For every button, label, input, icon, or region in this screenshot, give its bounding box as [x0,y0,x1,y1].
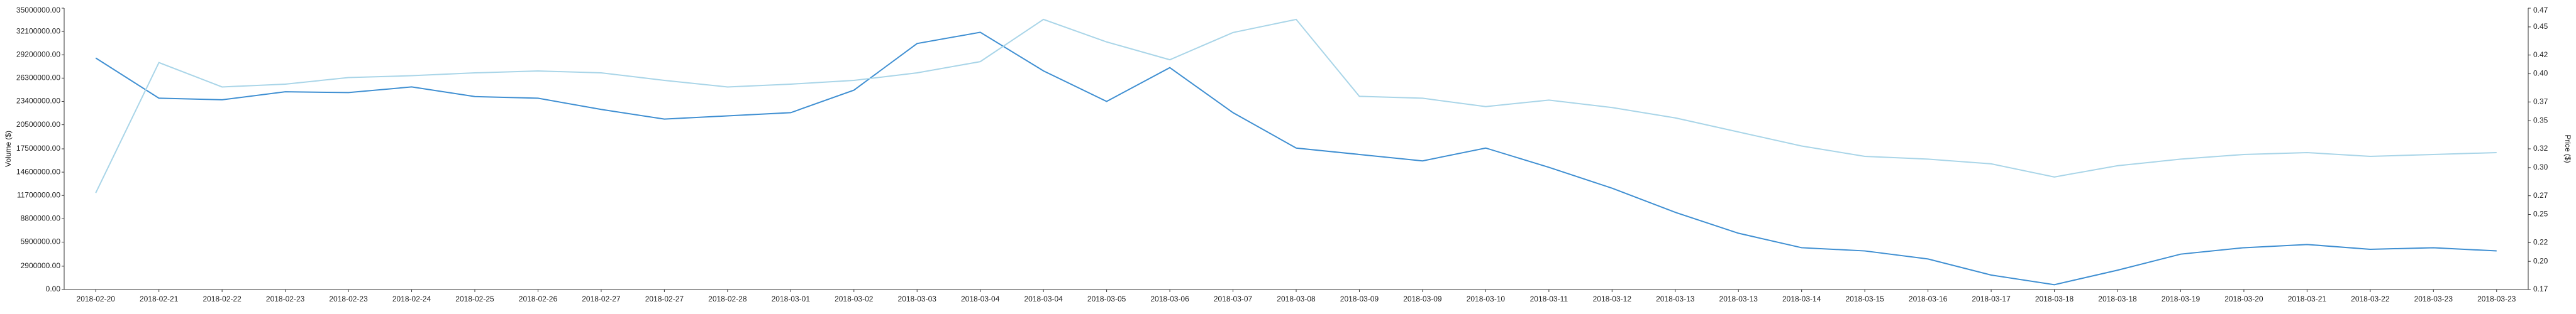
y2-tick-label: 0.37 [2533,97,2548,106]
x-tick-label: 2018-02-23 [329,295,368,303]
y-tick-label: 20500000.00 [16,120,60,129]
y-tick-label: 14600000.00 [16,167,60,176]
y-tick-label: 5900000.00 [21,237,61,246]
y2-axis-label: Price ($) [2563,134,2572,163]
x-tick-label: 2018-03-08 [1277,295,1316,303]
x-tick-label: 2018-03-23 [2477,295,2516,303]
y-tick-label: 23400000.00 [16,97,60,106]
y2-tick-label: 0.35 [2533,116,2548,124]
y2-tick-label: 0.40 [2533,69,2548,78]
x-tick-label: 2018-03-14 [1782,295,1821,303]
x-tick-label: 2018-03-03 [898,295,937,303]
x-tick-label: 2018-03-09 [1403,295,1442,303]
y2-tick-label: 0.45 [2533,22,2548,31]
x-tick-label: 2018-03-23 [2414,295,2453,303]
series-line [95,18,2497,193]
x-tick-label: 2018-02-23 [266,295,305,303]
x-tick-label: 2018-03-10 [1467,295,1506,303]
x-tick-label: 2018-03-22 [2351,295,2390,303]
x-tick-label: 2018-03-13 [1719,295,1758,303]
x-tick-label: 2018-03-18 [2035,295,2074,303]
x-tick-label: 2018-02-26 [519,295,558,303]
x-tick-label: 2018-02-20 [77,295,116,303]
x-tick-label: 2018-03-19 [2162,295,2201,303]
x-tick-label: 2018-03-17 [1972,295,2011,303]
x-tick-label: 2018-03-01 [772,295,811,303]
y2-tick-label: 0.30 [2533,163,2548,171]
x-tick-label: 2018-02-21 [140,295,179,303]
y2-tick-label: 0.25 [2533,210,2548,219]
x-tick-label: 2018-02-27 [645,295,684,303]
x-tick-label: 2018-02-27 [582,295,621,303]
y2-tick-label: 0.42 [2533,50,2548,59]
y2-tick-label: 0.47 [2533,6,2548,14]
x-tick-label: 2018-03-05 [1087,295,1126,303]
y2-tick-label: 0.27 [2533,191,2548,200]
x-tick-label: 2018-03-09 [1340,295,1379,303]
y-tick-label: 11700000.00 [17,190,61,199]
y-tick-label: 35000000.00 [16,6,60,14]
series-line [95,31,2497,286]
x-tick-label: 2018-03-06 [1150,295,1189,303]
x-tick-label: 2018-03-18 [2098,295,2137,303]
y2-tick-label: 0.32 [2533,144,2548,153]
y-tick-label: 17500000.00 [16,144,60,153]
y-tick-label: 2900000.00 [21,261,61,270]
x-tick-label: 2018-03-04 [1024,295,1063,303]
y-axis-label: Volume ($) [4,131,13,167]
x-tick-label: 2018-02-25 [455,295,494,303]
y-tick-label: 32100000.00 [16,26,60,35]
x-tick-label: 2018-03-13 [1656,295,1695,303]
y-tick-label: 0.00 [46,284,61,293]
y2-tick-label: 0.22 [2533,238,2548,247]
y-tick-label: 8800000.00 [21,214,61,223]
x-tick-label: 2018-02-24 [392,295,431,303]
x-tick-label: 2018-03-12 [1593,295,1632,303]
x-tick-label: 2018-03-07 [1214,295,1253,303]
x-tick-label: 2018-03-04 [961,295,1000,303]
y-tick-label: 26300000.00 [16,73,60,82]
x-tick-label: 2018-03-11 [1530,295,1568,303]
y-tick-label: 29200000.00 [16,50,60,58]
y2-tick-label: 0.17 [2533,284,2548,293]
y2-tick-label: 0.20 [2533,256,2548,265]
x-tick-label: 2018-02-28 [708,295,747,303]
x-tick-label: 2018-03-15 [1845,295,1884,303]
x-tick-label: 2018-02-22 [203,295,242,303]
x-tick-label: 2018-03-16 [1909,295,1948,303]
x-tick-label: 2018-03-21 [2288,295,2327,303]
x-tick-label: 2018-03-02 [835,295,874,303]
x-tick-label: 2018-03-20 [2224,295,2263,303]
